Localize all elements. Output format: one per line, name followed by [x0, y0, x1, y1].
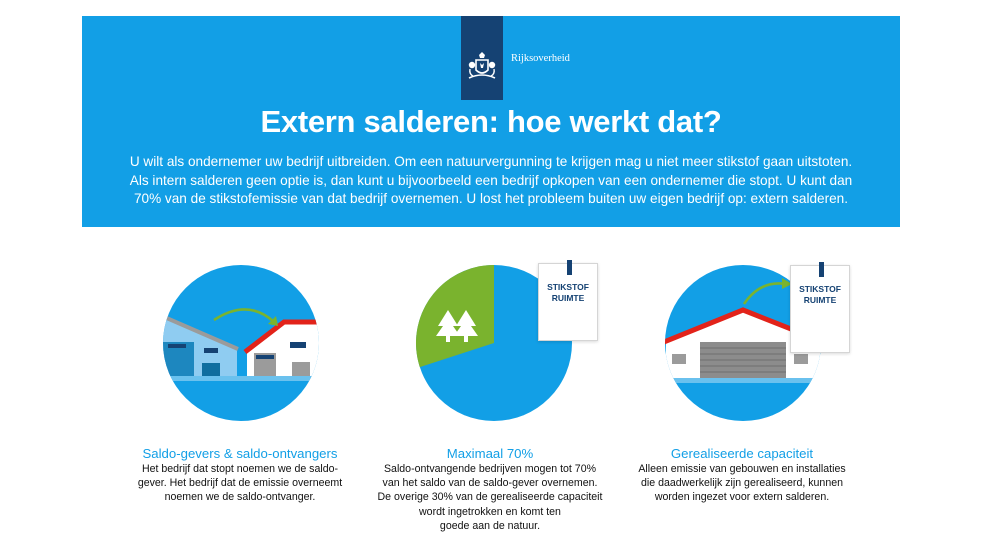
column-line: wordt ingetrokken en komt ten: [419, 505, 561, 518]
column-text: Alleen emissie van gebouwen en installat…: [622, 462, 862, 505]
stikstof-note: STIKSTOF RUIMTE: [790, 262, 850, 353]
note-line: RUIMTE: [803, 295, 837, 305]
note-label: STIKSTOF RUIMTE: [539, 282, 597, 304]
column-line: Het bedrijf dat stopt noemen we de saldo…: [141, 463, 339, 475]
note-line: RUIMTE: [551, 293, 585, 303]
column-line: goede aan de natuur.: [439, 519, 541, 532]
intro-line: 70% van de stikstofemissie van dat bedri…: [133, 191, 849, 206]
column-line: worden ingezet voor extern salderen.: [654, 491, 830, 504]
column-line: Saldo-ontvangende bedrijven mogen tot 70…: [383, 463, 597, 475]
column-title: Gerealiseerde capaciteit: [670, 446, 814, 461]
column-text: Saldo-ontvangende bedrijven mogen tot 70…: [370, 462, 610, 533]
stikstof-note: STIKSTOF RUIMTE: [538, 260, 598, 341]
coat-of-arms-icon: [468, 52, 496, 79]
column-line: van het saldo van de saldo-gever overnem…: [382, 477, 598, 490]
intro-line: Als intern salderen geen optie is, dan k…: [129, 172, 853, 188]
column-line: noemen we de saldo-ontvanger.: [164, 491, 316, 504]
note-label: STIKSTOF RUIMTE: [791, 284, 849, 306]
intro-text: U wilt als ondernemer uw bedrijf uitbrei…: [100, 153, 882, 209]
intro-line: U wilt als ondernemer uw bedrijf uitbrei…: [129, 154, 853, 169]
pie-chart-trees-icon: [415, 265, 572, 421]
pin-icon: [567, 260, 572, 275]
column-line: De overige 30% van de gerealiseerde capa…: [377, 491, 603, 504]
page-title: Extern salderen: hoe werkt dat?: [260, 104, 722, 139]
rijksoverheid-logo[interactable]: [461, 16, 503, 100]
buildings-transfer-icon: [163, 265, 319, 421]
note-line: STIKSTOF: [799, 284, 841, 294]
column-line: Alleen emissie van gebouwen en installat…: [638, 463, 846, 475]
column-line: die daadwerkelijk zijn gerealiseerd, kun…: [641, 477, 843, 490]
column-title: Maximaal 70%: [446, 446, 534, 461]
column-title: Saldo-gevers & saldo-ontvangers: [142, 446, 338, 461]
column-text: Het bedrijf dat stopt noemen we de saldo…: [120, 462, 360, 505]
column-line: gever. Het bedrijf dat de emissie overne…: [137, 477, 343, 490]
logo-text: Rijksoverheid: [511, 53, 570, 64]
note-line: STIKSTOF: [547, 282, 589, 292]
pin-icon: [819, 262, 824, 277]
